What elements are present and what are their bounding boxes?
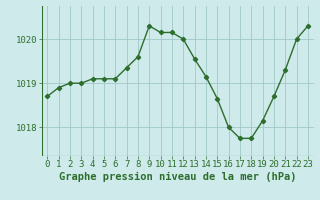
X-axis label: Graphe pression niveau de la mer (hPa): Graphe pression niveau de la mer (hPa) <box>59 172 296 182</box>
